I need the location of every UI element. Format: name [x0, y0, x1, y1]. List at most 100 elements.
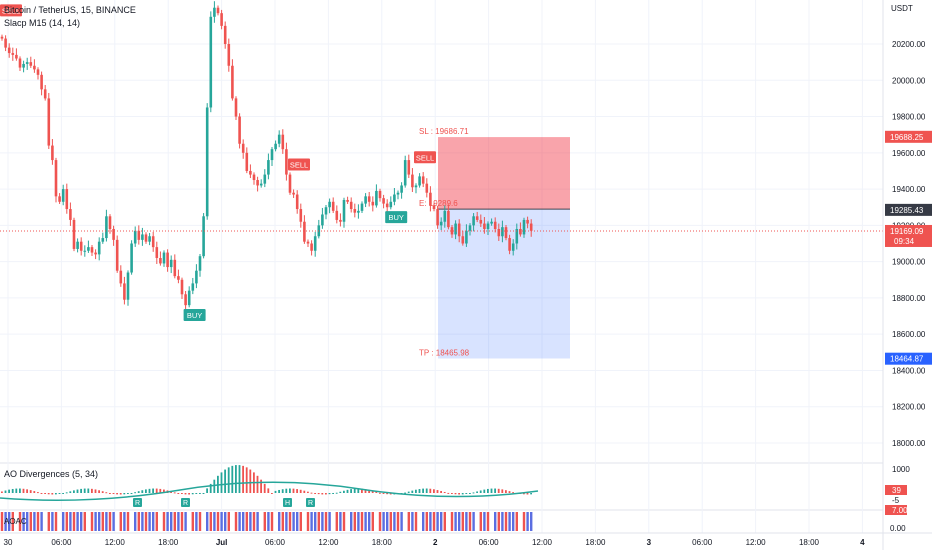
ao-bar	[152, 488, 154, 493]
candle-body	[403, 160, 407, 186]
candle-body	[166, 252, 169, 268]
aoac-bar	[72, 512, 76, 531]
ao-bar	[332, 493, 334, 494]
ao-bar	[127, 493, 129, 494]
price-tag-value: 19688.25	[890, 133, 924, 142]
aoac-bar	[378, 512, 382, 531]
indicator-label: Slacp M15 (14, 14)	[4, 18, 81, 28]
aoac-bar	[227, 512, 230, 531]
candle-body	[335, 210, 339, 220]
aoac-bar	[450, 512, 454, 531]
ao-bar	[260, 479, 262, 493]
candle-body	[115, 239, 119, 271]
ao-bar	[8, 489, 10, 493]
ao-bar	[238, 465, 241, 493]
price-tag	[885, 203, 932, 216]
aoac-bar	[238, 512, 241, 531]
ao-bar	[231, 465, 234, 493]
candle-body	[43, 89, 47, 99]
aoac-bar	[166, 512, 169, 531]
y-tick-label: 19000.00	[892, 258, 926, 267]
candle-body	[349, 201, 353, 210]
candle-body	[223, 25, 227, 44]
position-tool[interactable]: SL : 19686.71 E: 19289.6 TP : 18465.98	[419, 127, 570, 359]
aoac-bar	[134, 512, 137, 531]
aoac-bar	[454, 512, 457, 531]
ao-bar	[62, 493, 64, 494]
candle-body	[429, 192, 432, 206]
candle-body	[94, 252, 97, 255]
ao-bar	[242, 465, 244, 493]
aoac-bar	[62, 512, 65, 531]
divergence-label: R	[135, 500, 140, 507]
ao-bar	[181, 493, 183, 494]
ao-bar	[343, 490, 345, 493]
ao-bar	[249, 469, 252, 493]
take-profit-zone	[438, 209, 570, 359]
aoac-bar	[515, 512, 518, 531]
candle-body	[209, 16, 213, 108]
candle-body	[0, 36, 4, 39]
aoac-bar	[69, 512, 72, 531]
candle-body	[303, 221, 306, 242]
aoac-bar	[245, 512, 248, 531]
candle-body	[151, 236, 155, 248]
candle-body	[418, 176, 421, 186]
signal-text: BUY	[187, 311, 202, 320]
aoac-bar	[83, 512, 86, 531]
ao-bar	[289, 488, 291, 493]
candle-body	[241, 143, 245, 153]
aoac-bar	[429, 512, 432, 531]
aoac-bar	[51, 512, 54, 531]
aoac-bar	[414, 512, 418, 531]
candle-body	[15, 54, 18, 59]
ao-bar	[37, 492, 39, 494]
time-axis[interactable]: 30 06:00 12:00 18:00 Jul 06:00 12:00 18:00 2 06:0…	[0, 532, 932, 547]
candle-body	[295, 194, 299, 210]
candle-body	[490, 221, 493, 224]
candle-body	[461, 236, 465, 244]
aoac-bar	[497, 512, 500, 531]
aoac-bar	[314, 512, 317, 531]
candle-body	[443, 210, 447, 222]
candle-body	[483, 223, 486, 229]
price-axis[interactable]: USDT 20200.00 20000.00 19800.00 19600.00 1940…	[882, 0, 932, 550]
aoac-bar	[98, 512, 101, 531]
ao-bar	[98, 490, 100, 493]
candle-body	[29, 62, 33, 66]
ao-bar	[119, 493, 122, 495]
ao-bar	[163, 489, 165, 493]
ao-bar	[245, 467, 248, 493]
candle-body	[465, 230, 468, 244]
aoac-bar	[353, 512, 356, 531]
aoac-bar	[479, 512, 482, 531]
aoac-bar	[468, 512, 472, 531]
candle-body	[177, 276, 180, 280]
candle-body	[385, 203, 389, 208]
aoac-bar	[195, 512, 198, 531]
buy-signal: BUY	[183, 309, 206, 322]
aoac-bar	[522, 512, 526, 531]
ao-bar	[458, 493, 460, 495]
ao-bar	[199, 492, 201, 494]
aoac-bar	[512, 512, 515, 531]
candle-body	[101, 238, 105, 242]
entry-label: E: 19289.6	[419, 199, 458, 208]
ao-bar	[206, 488, 208, 493]
y-tick-label: 18000.00	[892, 439, 926, 448]
y-tick-label: 18800.00	[892, 294, 926, 303]
ao-bar	[328, 493, 331, 495]
candle-body	[162, 252, 166, 264]
candle-body	[47, 98, 51, 146]
ao-bar	[141, 490, 144, 493]
candle-body	[108, 216, 112, 229]
candle-body	[371, 201, 375, 206]
ao-bar	[379, 492, 381, 494]
aoac-bar	[321, 512, 324, 531]
aoac-bar	[443, 512, 446, 531]
ao-bar	[415, 489, 417, 493]
ao-bar	[101, 491, 104, 493]
candle-body	[72, 219, 76, 249]
candle-body	[216, 7, 220, 14]
